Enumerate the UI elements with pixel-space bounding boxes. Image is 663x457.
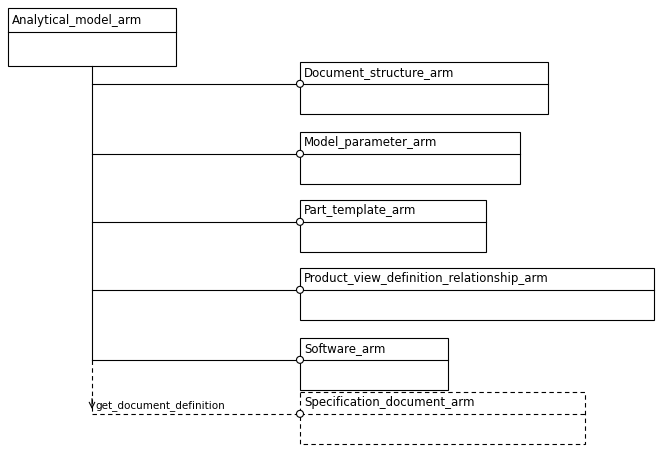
Circle shape — [296, 410, 304, 417]
Text: Document_structure_arm: Document_structure_arm — [304, 66, 454, 80]
Circle shape — [296, 356, 304, 363]
Text: Part_template_arm: Part_template_arm — [304, 204, 416, 218]
Bar — [300, 268, 654, 320]
Text: Software_arm: Software_arm — [304, 342, 385, 356]
Bar — [300, 62, 548, 114]
Circle shape — [296, 218, 304, 225]
Circle shape — [296, 287, 304, 293]
Text: Product_view_definition_relationship_arm: Product_view_definition_relationship_arm — [304, 272, 549, 286]
Bar — [300, 392, 585, 444]
Circle shape — [296, 80, 304, 87]
Text: Specification_document_arm: Specification_document_arm — [304, 396, 475, 409]
Text: Model_parameter_arm: Model_parameter_arm — [304, 137, 438, 149]
Bar — [300, 338, 448, 390]
Text: get_document_definition: get_document_definition — [95, 400, 225, 411]
Bar — [300, 132, 520, 184]
Text: Analytical_model_arm: Analytical_model_arm — [12, 14, 143, 27]
Bar — [300, 200, 486, 252]
Bar — [8, 8, 176, 66]
Circle shape — [296, 150, 304, 157]
